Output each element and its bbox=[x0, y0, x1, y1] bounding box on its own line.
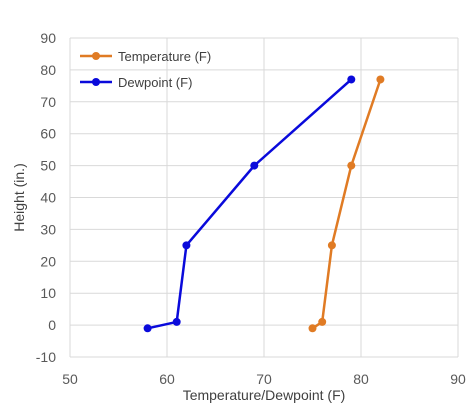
data-point bbox=[376, 75, 385, 84]
x-tick-label: 90 bbox=[450, 371, 466, 387]
y-tick-label: 80 bbox=[40, 62, 56, 78]
x-tick-label: 70 bbox=[256, 371, 272, 387]
y-tick-label: 30 bbox=[40, 221, 56, 237]
x-tick-label: 50 bbox=[62, 371, 78, 387]
tick-labels: -10 0 10 20 30 40 50 60 70 80 90 50 60 70 80 90 bbox=[36, 30, 466, 387]
legend-entry: Dewpoint (F) bbox=[80, 75, 192, 90]
y-tick-label: 20 bbox=[40, 253, 56, 269]
y-tick-label: 90 bbox=[40, 30, 56, 46]
x-tick-label: 60 bbox=[159, 371, 175, 387]
y-tick-label: 0 bbox=[48, 317, 56, 333]
y-tick-label: 60 bbox=[40, 126, 56, 142]
data-point bbox=[347, 161, 356, 170]
y-tick-label: 50 bbox=[40, 158, 56, 174]
data-point bbox=[250, 161, 259, 170]
data-point bbox=[308, 324, 317, 333]
data-point bbox=[318, 317, 327, 326]
x-axis-title: Temperature/Dewpoint (F) bbox=[183, 387, 346, 403]
y-axis-title: Height (in.) bbox=[11, 163, 27, 231]
y-tick-label: 40 bbox=[40, 190, 56, 206]
y-tick-label: 10 bbox=[40, 285, 56, 301]
series-temperature bbox=[308, 75, 385, 333]
series-dewpoint bbox=[143, 75, 356, 333]
legend-swatch-marker bbox=[92, 52, 100, 60]
legend-label: Dewpoint (F) bbox=[118, 75, 192, 90]
data-point bbox=[347, 75, 356, 84]
y-tick-label: 70 bbox=[40, 94, 56, 110]
legend-swatch-marker bbox=[92, 78, 100, 86]
series-line bbox=[311, 79, 382, 330]
data-point bbox=[143, 324, 152, 333]
legend: Temperature (F) Dewpoint (F) bbox=[80, 49, 211, 90]
series-line bbox=[147, 78, 353, 330]
data-point bbox=[182, 241, 191, 250]
grid-lines bbox=[69, 37, 459, 358]
data-point bbox=[172, 317, 181, 326]
x-tick-label: 80 bbox=[353, 371, 369, 387]
legend-entry: Temperature (F) bbox=[80, 49, 211, 64]
y-tick-label: -10 bbox=[36, 349, 56, 365]
legend-label: Temperature (F) bbox=[118, 49, 211, 64]
series-layer bbox=[143, 75, 385, 333]
data-point bbox=[327, 241, 336, 250]
